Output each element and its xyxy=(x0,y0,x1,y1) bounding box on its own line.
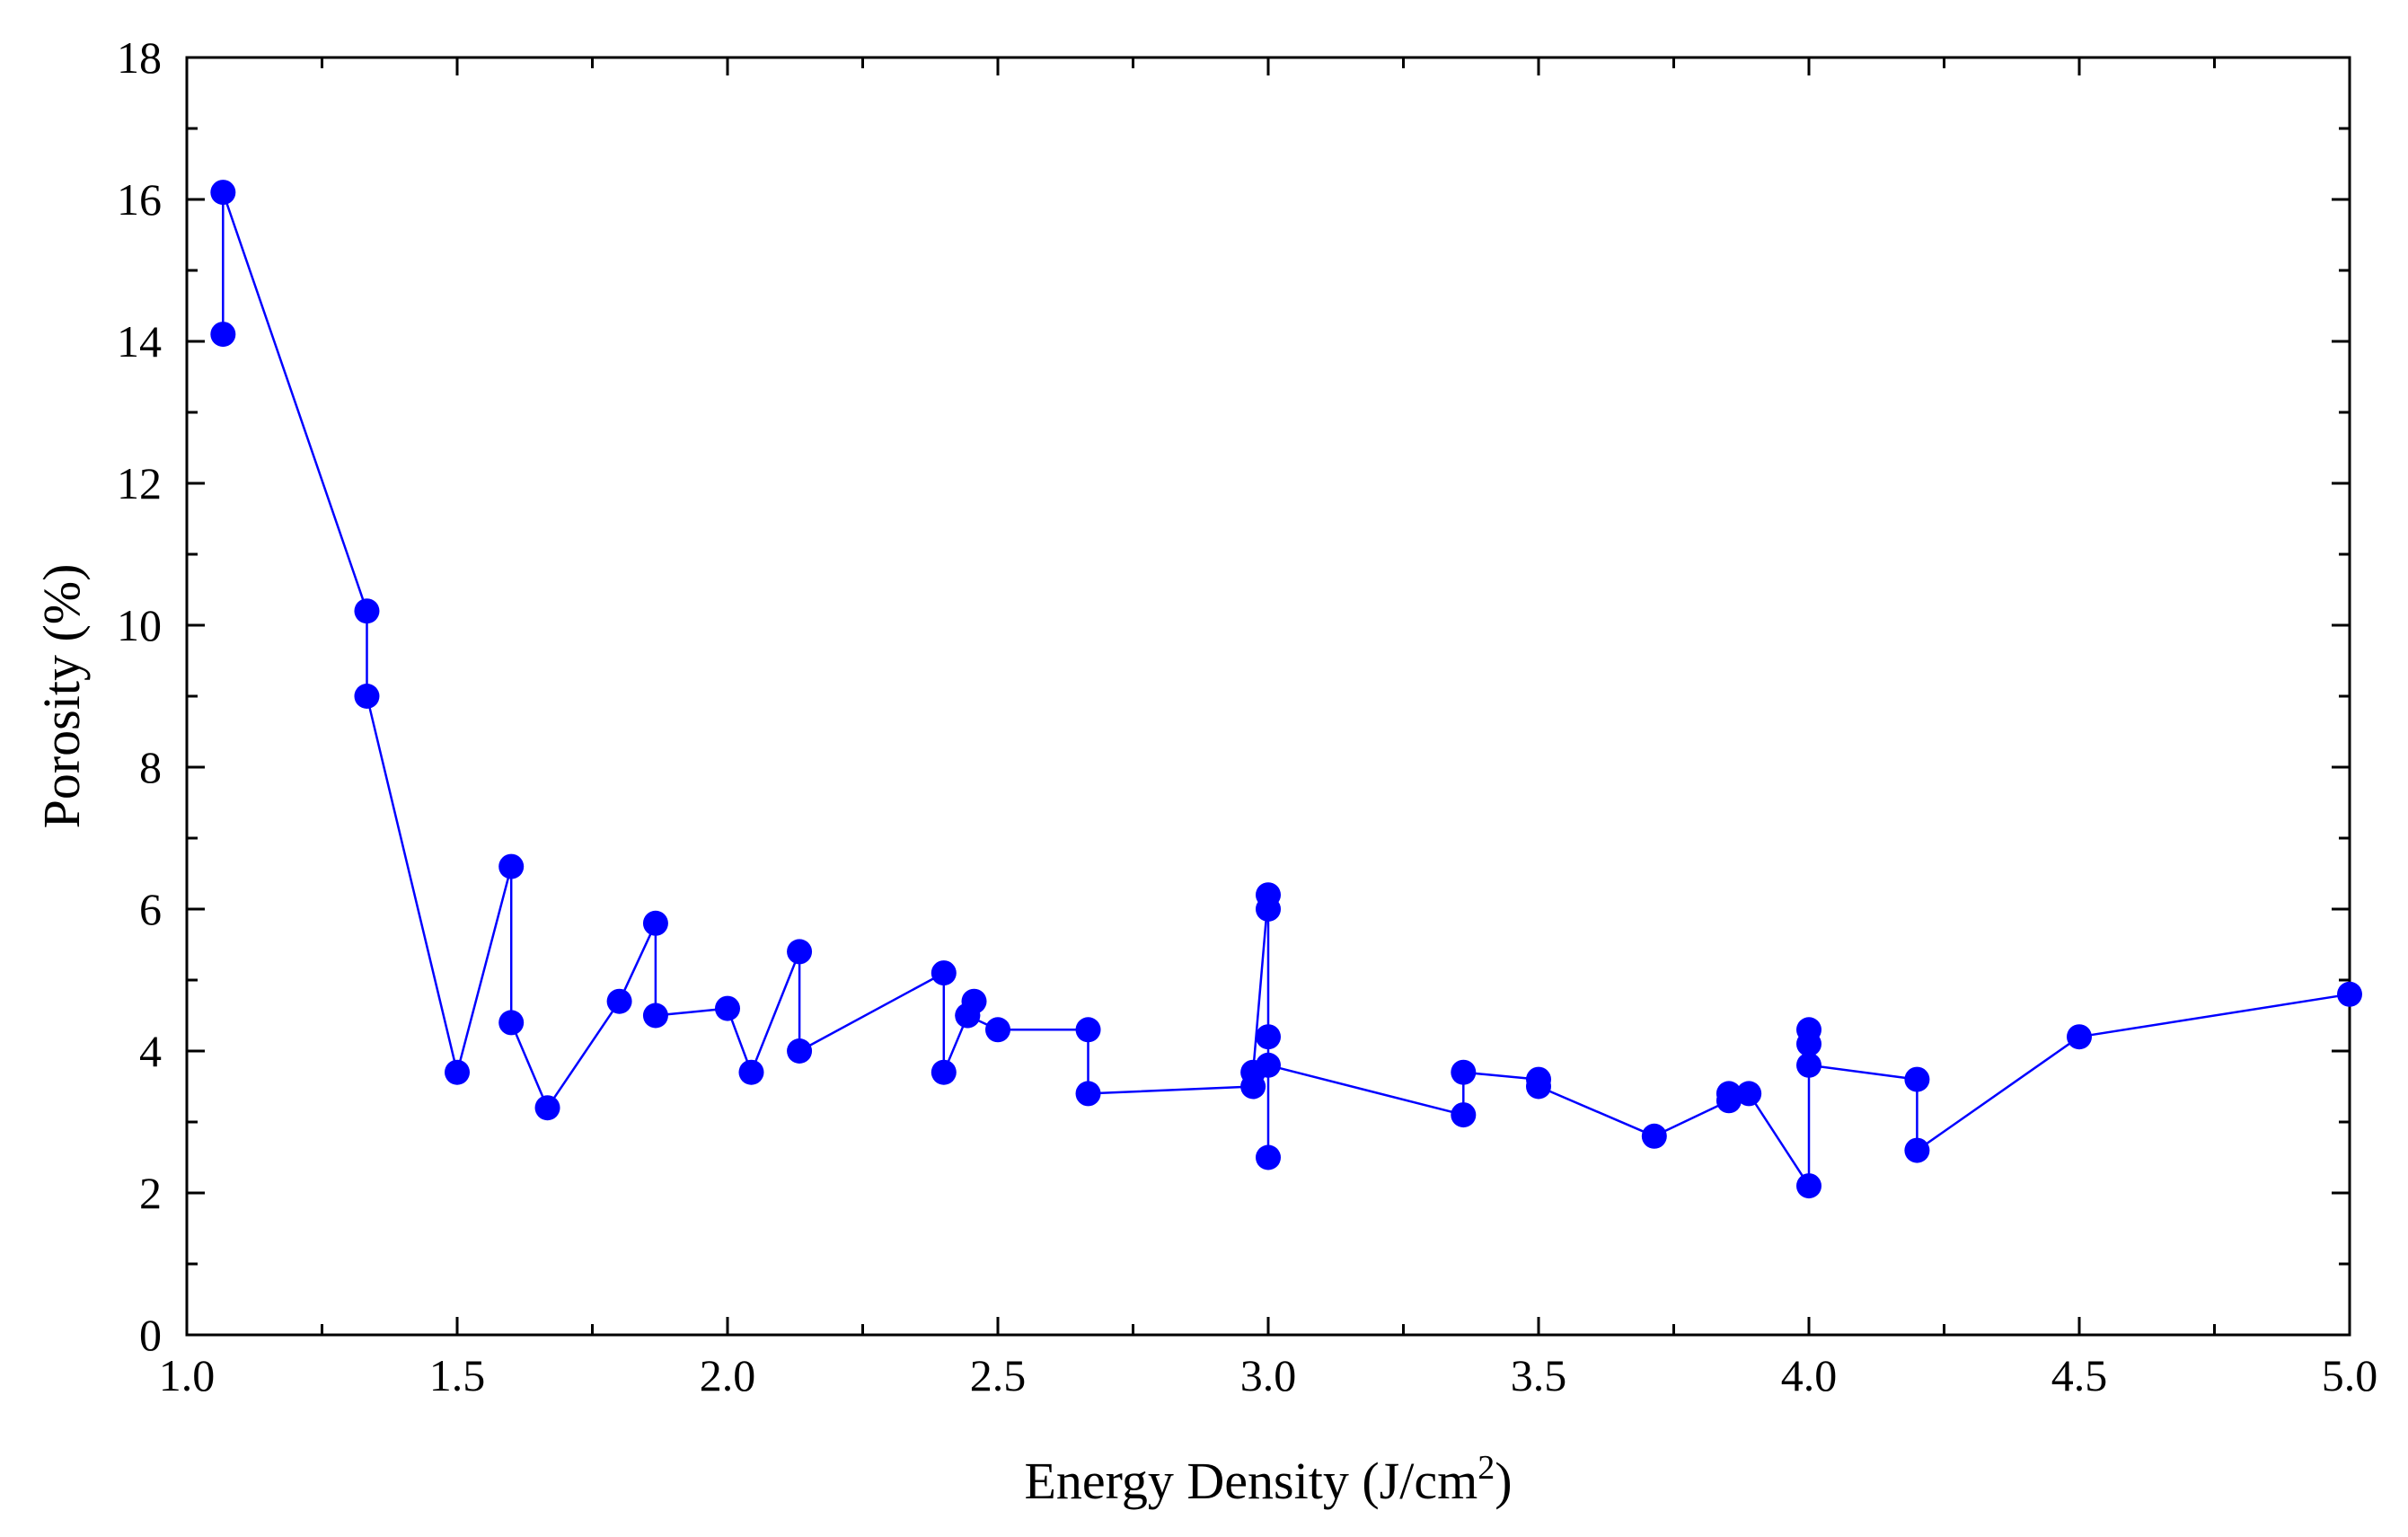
data-point xyxy=(1075,1081,1101,1107)
series-layer xyxy=(210,180,2362,1199)
x-axis-title-main: Energy Density (J/cm xyxy=(1024,1452,1477,1510)
x-tick-label: 1.0 xyxy=(159,1350,216,1400)
x-tick-label: 2.0 xyxy=(700,1350,756,1400)
x-tick-label: 2.5 xyxy=(970,1350,1027,1400)
x-tick-label: 3.0 xyxy=(1240,1350,1297,1400)
data-point xyxy=(642,910,668,936)
data-point xyxy=(1904,1137,1930,1163)
data-point xyxy=(931,960,957,986)
data-point xyxy=(787,939,813,965)
data-point xyxy=(1451,1059,1477,1085)
data-point xyxy=(1526,1073,1551,1100)
data-point xyxy=(931,1059,957,1085)
series-line xyxy=(222,190,2351,1188)
x-tick-label: 3.5 xyxy=(1511,1350,1567,1400)
data-point xyxy=(498,853,525,879)
data-point xyxy=(715,995,740,1021)
y-tick-label: 2 xyxy=(139,1168,162,1218)
data-point xyxy=(1075,1017,1101,1043)
x-axis-title: Energy Density (J/cm2) xyxy=(1024,1449,1512,1510)
y-tick-label: 4 xyxy=(139,1026,162,1076)
x-tick-label: 1.5 xyxy=(429,1350,486,1400)
x-axis-title-suffix: ) xyxy=(1495,1452,1512,1510)
data-point xyxy=(354,684,380,709)
data-point xyxy=(1796,1052,1821,1078)
x-tick-label: 5.0 xyxy=(2322,1350,2378,1400)
y-tick-label: 10 xyxy=(117,600,162,650)
data-point xyxy=(1796,1173,1821,1199)
x-tick-label: 4.5 xyxy=(2051,1350,2108,1400)
data-point xyxy=(1256,1144,1281,1170)
data-point xyxy=(2337,981,2362,1007)
data-point xyxy=(1716,1081,1742,1107)
x-tick-label: 4.0 xyxy=(1781,1350,1838,1400)
y-tick-label: 18 xyxy=(117,32,162,83)
y-tick-label: 0 xyxy=(139,1310,162,1360)
y-tick-label: 16 xyxy=(117,174,162,225)
data-point xyxy=(1256,1024,1281,1050)
data-point xyxy=(498,1010,525,1036)
data-point xyxy=(1256,897,1281,922)
data-point xyxy=(1796,1031,1821,1057)
y-tick-label: 6 xyxy=(139,884,162,934)
x-axis-title-superscript: 2 xyxy=(1477,1449,1495,1487)
data-point xyxy=(210,322,236,348)
data-point xyxy=(1736,1081,1762,1107)
y-tick-label: 14 xyxy=(117,316,162,367)
y-tick-label: 8 xyxy=(139,742,162,792)
y-axis-title: Porosity (%) xyxy=(32,564,91,829)
data-point xyxy=(606,988,632,1014)
data-point xyxy=(210,180,236,206)
data-point xyxy=(354,598,380,624)
data-point xyxy=(534,1095,560,1121)
data-point xyxy=(985,1017,1010,1043)
data-point xyxy=(738,1059,764,1085)
data-point xyxy=(1904,1066,1930,1092)
data-point xyxy=(1451,1102,1477,1128)
axis-tick-labels: 1.0 1.5 2.0 2.5 3.0 3.5 4.0 4.5 5.0 0 2 4 6 8 10 12 14 16… xyxy=(117,32,2377,1400)
data-point xyxy=(1256,1052,1281,1078)
data-point xyxy=(1641,1123,1667,1149)
data-point xyxy=(787,1038,813,1064)
data-point xyxy=(2067,1024,2092,1050)
axis-ticks xyxy=(185,56,2351,1337)
data-point xyxy=(642,1003,668,1029)
y-tick-label: 12 xyxy=(117,458,162,508)
data-point xyxy=(445,1059,470,1085)
data-point xyxy=(955,1003,981,1029)
